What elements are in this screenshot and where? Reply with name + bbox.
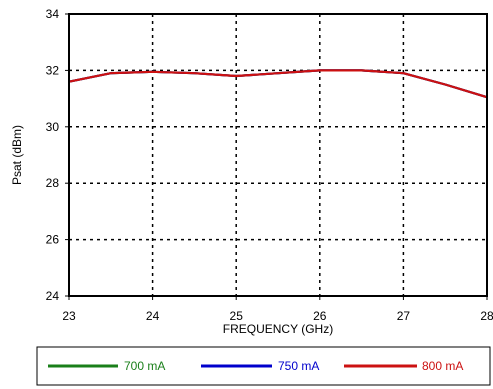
y-tick-label: 34	[46, 7, 60, 21]
y-tick-labels: 24 26 28 30 32 34	[46, 7, 69, 303]
series-lines	[68, 69, 488, 99]
series-line-800-ma	[68, 69, 488, 99]
x-tick-label: 25	[230, 309, 244, 323]
legend-label: 700 mA	[124, 359, 165, 373]
x-axis-label: FREQUENCY (GHz)	[223, 322, 333, 336]
y-tick-label: 32	[46, 63, 60, 77]
series-line-750-ma	[68, 69, 488, 99]
y-axis-label: Psat (dBm)	[10, 125, 24, 185]
legend-label: 800 mA	[422, 359, 463, 373]
y-tick-label: 28	[46, 176, 60, 190]
x-tick-label: 28	[480, 309, 493, 323]
grid	[69, 14, 487, 296]
x-tick-label: 23	[62, 309, 76, 323]
legend-label: 750 mA	[278, 359, 319, 373]
x-tick-labels: 23 24 25 26 27 28	[62, 296, 493, 323]
y-tick-label: 26	[46, 233, 60, 247]
y-tick-label: 24	[46, 289, 60, 303]
legend: 700 mA 750 mA 800 mA	[48, 359, 463, 373]
y-tick-label: 30	[46, 120, 60, 134]
plot-frame	[68, 13, 488, 297]
x-tick-label: 26	[313, 309, 327, 323]
x-tick-label: 27	[397, 309, 411, 323]
x-tick-label: 24	[146, 309, 160, 323]
series-line-700-ma	[68, 69, 488, 99]
